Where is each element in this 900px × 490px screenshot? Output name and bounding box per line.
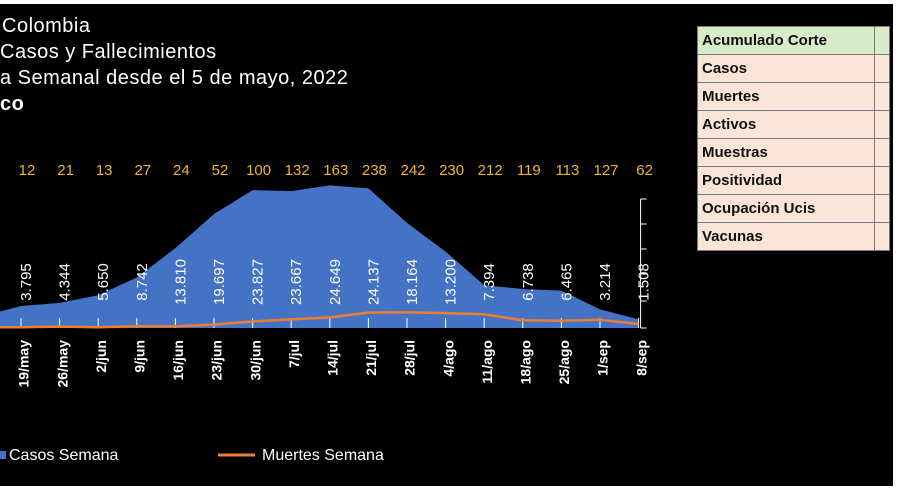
x-axis-label: 2/jun xyxy=(93,340,109,373)
summary-value-cell xyxy=(874,138,890,167)
cases-area xyxy=(0,185,639,328)
cases-data-label: 24.649 xyxy=(327,259,344,305)
chart-title-line-4: co xyxy=(0,93,25,115)
cases-data-label: 23.667 xyxy=(288,259,305,305)
summary-row-muertes: Muertes xyxy=(697,82,890,111)
cases-data-labels: 3.795 4.344 5.650 8.742 13.810 19.697 23.827 23… xyxy=(18,259,653,305)
summary-table-header-value-cell xyxy=(874,26,890,55)
x-axis-label: 14/jul xyxy=(325,340,341,376)
deaths-data-label: 242 xyxy=(400,162,425,179)
chart-title-line-2: Casos y Fallecimientos xyxy=(0,41,217,63)
x-axis-label: 11/ago xyxy=(479,340,495,384)
deaths-data-label: 21 xyxy=(57,162,74,179)
cases-data-label: 8.742 xyxy=(134,263,151,301)
deaths-data-label: 212 xyxy=(478,162,503,179)
deaths-line-layer xyxy=(0,311,639,329)
chart-legend: Casos Semana Muertes Semana xyxy=(0,447,384,464)
x-axis-label: 4/ago xyxy=(440,340,456,377)
summary-label: Muertes xyxy=(697,82,875,111)
deaths-data-label: 127 xyxy=(593,162,618,179)
summary-label: Vacunas xyxy=(697,222,875,251)
cases-data-label: 1.508 xyxy=(636,263,653,301)
cases-data-label: 19.697 xyxy=(211,259,228,305)
x-axis-label: 18/ago xyxy=(518,340,534,384)
legend-label-cases: Casos Semana xyxy=(9,447,118,464)
legend-swatch-cases xyxy=(0,451,6,459)
summary-label: Positividad xyxy=(697,166,875,195)
chart-plot: 3.795 4.344 5.650 8.742 13.810 19.697 23.827 23… xyxy=(0,162,653,464)
summary-table: Acumulado Corte Casos Muertes Activos Mu… xyxy=(697,26,890,251)
summary-value-cell xyxy=(874,110,890,139)
summary-row-muestras: Muestras xyxy=(697,138,890,167)
cases-data-label: 6.738 xyxy=(520,263,537,301)
deaths-data-label: 119 xyxy=(517,162,541,179)
cases-data-label: 13.810 xyxy=(172,259,189,305)
summary-label: Muestras xyxy=(697,138,875,167)
cases-data-label: 4.344 xyxy=(57,263,74,301)
summary-row-activos: Activos xyxy=(697,110,890,139)
deaths-data-label: 230 xyxy=(439,162,464,179)
summary-row-ocupacion-ucis: Ocupación Ucis xyxy=(697,194,890,223)
x-axis-label: 1/sep xyxy=(595,340,611,376)
x-axis-label: 30/jun xyxy=(247,340,263,380)
deaths-data-label: 163 xyxy=(323,162,348,179)
deaths-data-labels: 12 21 13 27 24 52 100 132 163 238 242 230 212 119 113 1… xyxy=(19,162,653,179)
deaths-data-label: 12 xyxy=(19,162,36,179)
x-axis-labels: 19/may 26/may 2/jun 9/jun 16/jun 23/jun 30/jun… xyxy=(16,340,650,388)
summary-value-cell xyxy=(874,54,890,83)
deaths-data-label: 132 xyxy=(285,162,310,179)
cases-data-label: 5.650 xyxy=(95,263,112,301)
summary-value-cell xyxy=(874,166,890,195)
x-axis-label: 21/jul xyxy=(363,340,379,376)
x-axis-label: 7/jul xyxy=(286,340,302,368)
deaths-data-label: 238 xyxy=(362,162,387,179)
deaths-data-label: 100 xyxy=(246,162,271,179)
summary-label: Casos xyxy=(697,54,875,83)
chart-panel: Colombia Casos y Fallecimientos a Semana… xyxy=(0,4,893,486)
summary-value-cell xyxy=(874,222,890,251)
deaths-data-label: 62 xyxy=(636,162,653,179)
legend-label-deaths: Muertes Semana xyxy=(262,447,384,464)
cases-data-label: 6.465 xyxy=(558,263,575,301)
deaths-data-label: 113 xyxy=(555,162,579,179)
deaths-data-label: 52 xyxy=(212,162,229,179)
cases-data-label: 3.795 xyxy=(18,263,35,301)
x-axis-label: 25/ago xyxy=(556,340,572,384)
x-axis-label: 19/may xyxy=(16,340,32,388)
x-axis-label: 9/jun xyxy=(132,340,148,373)
x-axis-label: 8/sep xyxy=(633,340,649,376)
cases-data-label: 24.137 xyxy=(365,259,382,305)
summary-table-header-row: Acumulado Corte xyxy=(697,26,890,55)
summary-table-header: Acumulado Corte xyxy=(697,26,875,55)
cases-data-label: 3.214 xyxy=(597,263,614,301)
chart-title-line-1: Colombia xyxy=(2,15,91,37)
cases-area-layer xyxy=(0,185,639,328)
summary-row-vacunas: Vacunas xyxy=(697,222,890,251)
cases-data-label: 23.827 xyxy=(250,259,267,305)
deaths-line xyxy=(0,311,639,329)
x-axis-label: 16/jun xyxy=(170,340,186,380)
cases-data-label: 13.200 xyxy=(443,259,460,305)
summary-row-positividad: Positividad xyxy=(697,166,890,195)
summary-label: Activos xyxy=(697,110,875,139)
deaths-data-label: 24 xyxy=(173,162,190,179)
deaths-data-label: 27 xyxy=(134,162,151,179)
cases-data-label: 18.164 xyxy=(404,259,421,305)
summary-row-casos: Casos xyxy=(697,54,890,83)
chart-title-line-3: a Semanal desde el 5 de mayo, 2022 xyxy=(0,67,349,89)
x-axis-label: 26/may xyxy=(54,340,70,388)
summary-label: Ocupación Ucis xyxy=(697,194,875,223)
x-axis-label: 23/jun xyxy=(209,340,225,380)
cases-data-label: 7.394 xyxy=(481,263,498,301)
deaths-data-label: 13 xyxy=(96,162,113,179)
x-axis-label: 28/jul xyxy=(402,340,418,376)
summary-value-cell xyxy=(874,194,890,223)
summary-value-cell xyxy=(874,82,890,111)
